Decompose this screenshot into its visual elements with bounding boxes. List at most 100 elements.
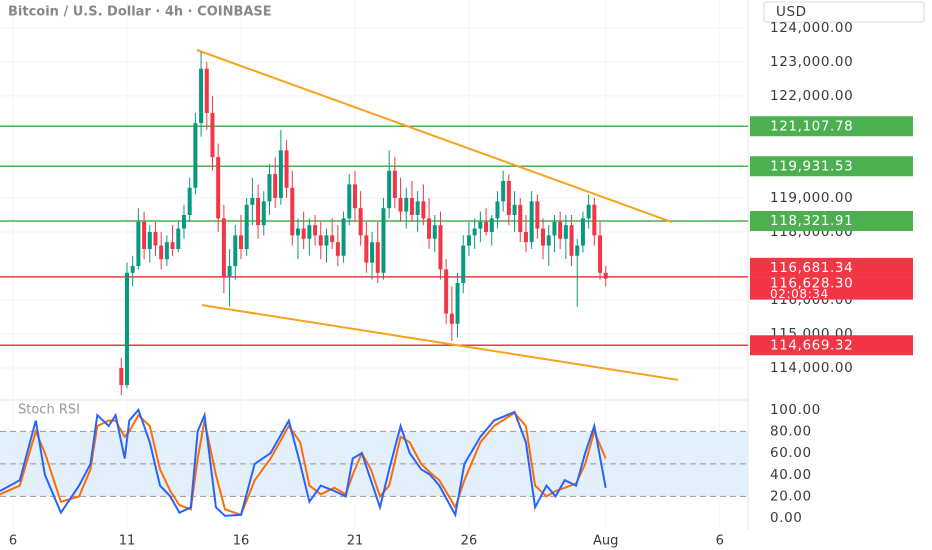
candle-body	[535, 201, 540, 229]
y-tick-label: 123,000.00	[770, 54, 853, 70]
candle-body	[466, 235, 471, 246]
candle-body	[159, 245, 164, 260]
candle-body	[119, 368, 124, 386]
candle-body	[444, 269, 449, 314]
candle-body	[199, 68, 204, 124]
candle-body	[216, 157, 221, 219]
candle-body	[603, 272, 608, 279]
candle-body	[153, 231, 158, 246]
candle-body	[221, 218, 226, 277]
candle-body	[273, 174, 278, 198]
stoch-tick-label: 40.00	[770, 467, 812, 483]
x-tick-label: Aug	[593, 534, 618, 549]
candle-body	[330, 235, 335, 243]
stoch-tick-label: 0.00	[770, 510, 802, 526]
stoch-tick-label: 60.00	[770, 445, 812, 461]
level-label: 119,931.53	[770, 158, 853, 174]
candle-body	[256, 197, 261, 226]
candle-body	[358, 208, 363, 236]
level-label: 121,107.78	[770, 118, 853, 134]
indicator-title: Stoch RSI	[18, 403, 80, 418]
candle-body	[398, 197, 403, 212]
candle-body	[244, 204, 249, 249]
candle-body	[352, 184, 357, 209]
candle-body	[558, 221, 563, 239]
level-label: 116,681.34	[770, 260, 853, 276]
candle-body	[495, 201, 500, 219]
trendline	[196, 49, 673, 224]
candle-body	[427, 218, 432, 239]
level-label-box	[750, 211, 913, 232]
level-label: 114,669.32	[770, 337, 853, 353]
candle-body	[381, 208, 386, 273]
candle-body	[341, 218, 346, 256]
candle-body	[569, 225, 574, 256]
candle-body	[124, 272, 129, 386]
candle-body	[130, 265, 135, 273]
currency-box	[763, 1, 925, 23]
candle-body	[598, 235, 603, 273]
candle-body	[392, 170, 397, 198]
level-label-box	[750, 116, 913, 137]
candle-body	[484, 221, 489, 232]
x-tick-label: 21	[347, 534, 364, 549]
candle-body	[307, 225, 312, 239]
candle-body	[295, 228, 300, 236]
candle-body	[461, 245, 466, 283]
level-label-box	[750, 257, 913, 278]
candle-body	[204, 68, 209, 113]
currency: USD	[776, 4, 807, 20]
level-label-box	[750, 156, 913, 177]
candle-body	[455, 282, 460, 324]
countdown: 02:08:34	[770, 287, 829, 301]
stoch-tick-label: 80.00	[770, 423, 812, 439]
x-tick-label: 16	[233, 534, 250, 549]
candle-body	[233, 235, 238, 266]
candle-body	[586, 204, 591, 219]
candle-body	[409, 197, 414, 215]
trendline	[201, 304, 679, 381]
x-tick-label: 26	[461, 534, 478, 549]
level-label: 118,321.91	[770, 213, 853, 229]
candle-body	[421, 201, 426, 219]
candle-body	[324, 235, 329, 246]
candle-body	[518, 204, 523, 232]
candle-body	[575, 245, 580, 256]
candle-body	[529, 201, 534, 243]
last-price: 116,628.30	[770, 276, 853, 292]
candle-body	[227, 265, 232, 277]
candle-body	[506, 180, 511, 215]
candle-body	[238, 235, 243, 249]
candle-body	[187, 187, 192, 215]
y-tick-label: 119,000.00	[770, 190, 853, 206]
candle-body	[318, 235, 323, 246]
candle-body	[176, 228, 181, 249]
y-tick-label: 122,000.00	[770, 88, 853, 104]
candle-body	[592, 204, 597, 236]
candle-body	[489, 218, 494, 232]
candle-body	[404, 197, 409, 212]
candle-body	[449, 313, 454, 324]
x-tick-label: 11	[119, 534, 136, 549]
candle-body	[552, 221, 557, 236]
stoch-line	[0, 407, 607, 518]
candle-body	[563, 225, 568, 239]
candle-body	[290, 187, 295, 236]
candle-body	[181, 214, 186, 229]
candle-body	[501, 180, 506, 202]
candle-body	[438, 225, 443, 270]
candle-body	[267, 174, 272, 202]
candle-body	[387, 170, 392, 209]
candle-body	[375, 242, 380, 273]
candle-body	[347, 184, 352, 219]
candle-body	[432, 225, 437, 239]
candle-body	[142, 221, 147, 249]
y-tick-label: 124,000.00	[770, 20, 853, 36]
candle-body	[136, 221, 141, 266]
candle-body	[415, 201, 420, 215]
x-tick-label: 6	[716, 534, 724, 549]
stoch-tick-label: 20.00	[770, 488, 812, 504]
candle-body	[250, 197, 255, 205]
candle-body	[512, 204, 517, 215]
